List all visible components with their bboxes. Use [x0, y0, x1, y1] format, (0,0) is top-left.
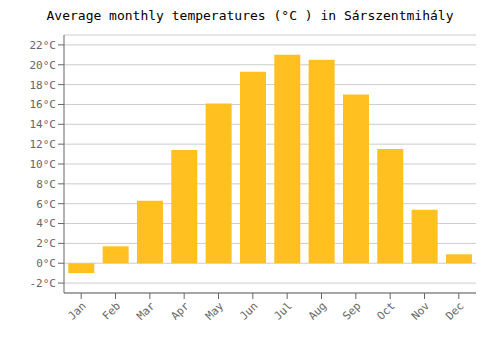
svg-text:4°C: 4°C: [36, 217, 56, 230]
svg-text:0°C: 0°C: [36, 257, 56, 270]
svg-text:22°C: 22°C: [30, 39, 57, 52]
svg-text:Jan: Jan: [66, 299, 89, 322]
svg-text:Oct: Oct: [375, 299, 398, 322]
svg-text:Dec: Dec: [443, 299, 466, 322]
svg-text:Jul: Jul: [272, 299, 295, 322]
svg-text:Jun: Jun: [237, 299, 260, 322]
svg-text:Aug: Aug: [306, 299, 329, 322]
svg-text:16°C: 16°C: [30, 98, 57, 111]
svg-text:2°C: 2°C: [36, 237, 56, 250]
svg-text:20°C: 20°C: [30, 59, 57, 72]
svg-text:Apr: Apr: [169, 299, 193, 323]
svg-text:8°C: 8°C: [36, 178, 56, 191]
svg-text:Mar: Mar: [134, 299, 158, 323]
svg-text:Sep: Sep: [340, 299, 363, 322]
svg-text:18°C: 18°C: [30, 79, 57, 92]
html-text:Average monthly temperatures (: Average monthly temperatures (°C ) in Sá…: [46, 8, 454, 23]
svg-text:May: May: [203, 299, 227, 323]
svg-text:6°C: 6°C: [36, 198, 56, 211]
svg-text:Feb: Feb: [100, 299, 123, 322]
svg-text:14°C: 14°C: [30, 118, 57, 131]
svg-text:Nov: Nov: [409, 299, 433, 323]
svg-text:12°C: 12°C: [30, 138, 57, 151]
svg-text:-2°C: -2°C: [30, 277, 57, 290]
svg-text:10°C: 10°C: [30, 158, 57, 171]
